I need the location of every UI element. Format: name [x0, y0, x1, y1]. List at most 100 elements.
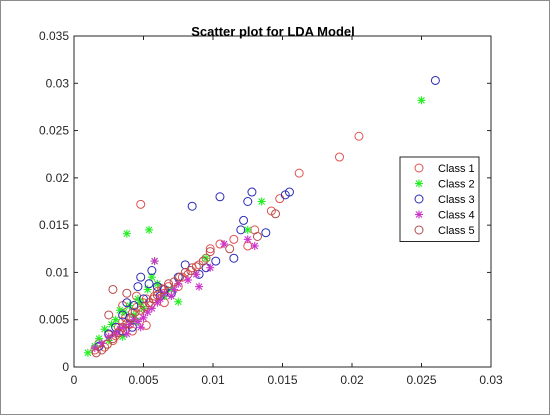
data-point: [136, 199, 146, 209]
data-point: [220, 240, 229, 249]
data-point: [205, 247, 215, 257]
legend-marker: [414, 225, 424, 235]
data-point: [225, 244, 235, 254]
data-point: [167, 292, 176, 301]
data-point: [122, 288, 132, 298]
data-point: [174, 297, 183, 306]
data-point: [133, 282, 143, 292]
legend-label: Class 3: [438, 194, 475, 206]
data-point: [261, 228, 271, 238]
data-point: [250, 241, 259, 250]
legend-marker: [415, 179, 423, 188]
data-point: [243, 197, 253, 206]
data-point: [150, 257, 159, 266]
legend-label: Class 2: [438, 179, 475, 191]
data-point: [97, 345, 107, 355]
legend-marker: [414, 163, 424, 173]
data-point: [136, 323, 145, 332]
data-point: [239, 215, 249, 225]
legend-item: Class 2: [415, 179, 475, 191]
data-point: [143, 285, 152, 294]
data-point: [102, 339, 112, 349]
data-point: [108, 334, 118, 344]
data-point: [170, 285, 179, 294]
data-point: [180, 267, 190, 277]
series-class-5: [91, 209, 281, 358]
x-tick-label: 0.02: [340, 373, 364, 387]
data-point: [183, 275, 192, 284]
legend-item: Class 1: [414, 163, 475, 175]
data-point: [169, 277, 179, 287]
data-point: [175, 272, 185, 282]
data-point: [152, 290, 162, 300]
y-tick-label: 0.03: [46, 76, 70, 90]
data-point: [215, 192, 225, 202]
legend-label: Class 5: [438, 225, 475, 237]
points-layer: [83, 75, 440, 358]
legend-item: Class 4: [415, 210, 475, 222]
x-tick-label: 0: [71, 373, 78, 387]
data-point: [129, 301, 139, 311]
chart-title: Scatter plot for LDA Model: [191, 24, 354, 39]
data-point: [294, 168, 304, 178]
x-tick-label: 0.03: [479, 373, 503, 387]
legend-marker: [415, 210, 423, 219]
data-point: [164, 279, 174, 289]
data-point: [91, 348, 101, 358]
data-point: [236, 225, 246, 235]
x-tick-label: 0.015: [267, 373, 297, 387]
x-tick-label: 0.025: [406, 373, 436, 387]
data-point: [198, 256, 208, 266]
data-point: [205, 244, 215, 254]
legend-box: [399, 156, 480, 242]
data-point: [257, 197, 266, 206]
data-point: [158, 284, 168, 294]
legend: Class 1 Class 2 Class 3 Class 4 Class 5: [399, 156, 480, 242]
y-tick-label: 0.01: [46, 265, 70, 279]
data-point: [90, 344, 99, 353]
data-point: [334, 152, 344, 162]
data-point: [229, 253, 239, 263]
data-point: [284, 187, 294, 197]
data-point: [100, 325, 109, 334]
data-point: [430, 75, 440, 85]
data-point: [354, 131, 364, 141]
data-point: [111, 329, 120, 338]
data-point: [108, 284, 118, 294]
legend-item: Class 5: [414, 225, 475, 237]
data-point: [120, 308, 129, 317]
y-tick-label: 0.015: [39, 218, 69, 232]
data-point: [195, 282, 204, 291]
data-point: [206, 263, 215, 272]
data-point: [130, 307, 140, 317]
y-tick-label: 0.005: [39, 313, 69, 327]
legend-label: Class 1: [438, 163, 475, 175]
y-tick-label: 0.025: [39, 124, 69, 138]
data-point: [191, 262, 201, 272]
data-point: [192, 270, 201, 279]
data-point: [115, 306, 124, 315]
y-tick-label: 0: [62, 360, 69, 374]
data-point: [144, 279, 154, 289]
data-point: [145, 225, 154, 234]
legend-label: Class 4: [438, 210, 475, 222]
data-point: [252, 231, 262, 241]
legend-marker: [414, 194, 424, 204]
data-point: [104, 310, 114, 320]
data-point: [247, 187, 257, 197]
x-tick-label: 0.01: [201, 373, 225, 387]
data-point: [271, 209, 281, 219]
data-point: [229, 234, 239, 244]
data-point: [122, 329, 131, 338]
data-point: [177, 272, 187, 282]
data-point: [122, 229, 131, 238]
data-point: [243, 235, 252, 244]
data-point: [136, 272, 146, 282]
legend-item: Class 3: [414, 194, 475, 206]
data-point: [147, 266, 157, 276]
data-point: [211, 256, 221, 266]
data-point: [139, 313, 148, 322]
data-point: [187, 201, 197, 211]
